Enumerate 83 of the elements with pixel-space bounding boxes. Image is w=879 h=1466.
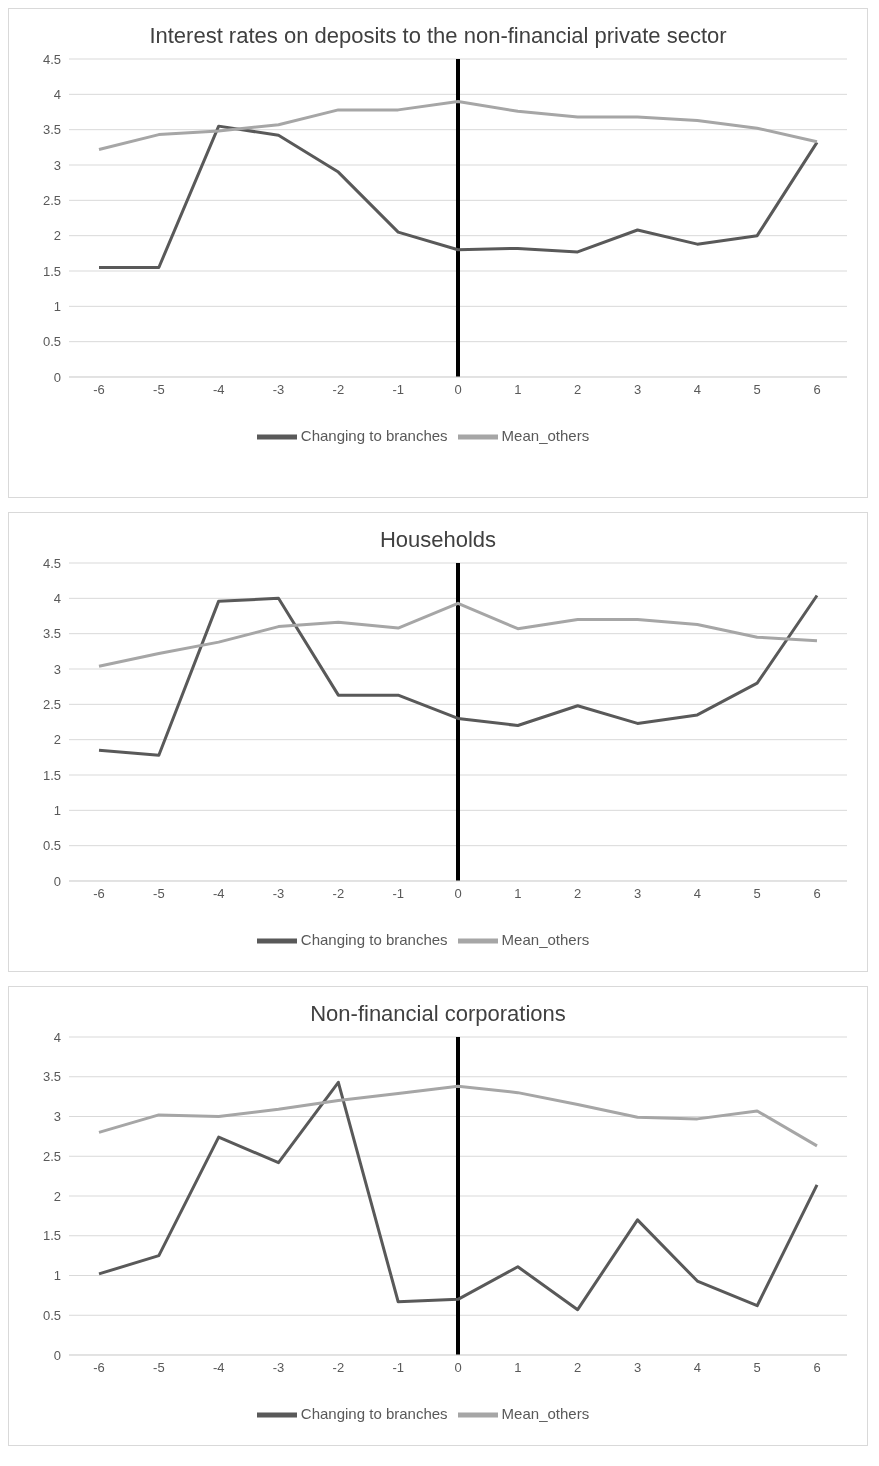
- y-tick-label: 3: [53, 661, 61, 677]
- x-tick-label: -6: [93, 1360, 105, 1376]
- legend-label: Mean_others: [501, 426, 590, 444]
- x-tick-label: 6: [813, 886, 821, 902]
- y-tick-label: 0: [53, 1347, 61, 1363]
- x-tick-label: -6: [93, 886, 105, 902]
- x-tick-label: -4: [212, 886, 225, 902]
- x-tick-label: 4: [693, 382, 701, 398]
- x-tick-label: -5: [153, 382, 165, 398]
- x-tick-label: 6: [813, 382, 821, 398]
- y-tick-label: 0: [53, 873, 61, 889]
- y-tick-label: 2.5: [42, 192, 61, 208]
- y-tick-label: 0.5: [42, 334, 61, 350]
- x-tick-label: -5: [153, 1360, 165, 1376]
- x-tick-label: 0: [454, 886, 462, 902]
- y-tick-label: 3: [53, 157, 61, 173]
- chart-title: Interest rates on deposits to the non-financial private sector: [148, 22, 728, 50]
- x-tick-label: 2: [574, 1360, 582, 1376]
- x-tick-label: -3: [272, 1360, 285, 1376]
- x-tick-label: 5: [753, 382, 761, 398]
- x-tick-label: 0: [454, 382, 462, 398]
- line-series: [97, 124, 819, 269]
- x-tick-label: -2: [332, 1360, 345, 1376]
- x-tick-label: -1: [392, 382, 404, 398]
- x-tick-label: -1: [392, 1360, 404, 1376]
- x-tick-label: 5: [753, 1360, 761, 1376]
- x-tick-label: -1: [392, 886, 404, 902]
- x-tick-label: 6: [813, 1360, 821, 1376]
- y-tick-label: 1.5: [42, 1228, 61, 1244]
- x-tick-label: -6: [93, 382, 105, 398]
- y-tick-label: 2.5: [42, 1148, 61, 1164]
- x-tick-label: 2: [574, 382, 582, 398]
- x-tick-label: 3: [633, 382, 642, 398]
- y-tick-label: 3: [53, 1109, 61, 1125]
- y-tick-label: 0.5: [42, 838, 61, 854]
- legend-label: Mean_others: [501, 930, 590, 948]
- y-tick-label: 2: [53, 228, 61, 244]
- y-tick-label: 1.5: [42, 263, 61, 279]
- y-tick-label: 1: [53, 298, 61, 314]
- y-tick-label: 1: [53, 1268, 61, 1284]
- x-tick-label: 1: [514, 886, 522, 902]
- line-series: [97, 594, 819, 757]
- y-tick-label: 3.5: [42, 626, 61, 642]
- x-tick-label: 3: [633, 1360, 642, 1376]
- line-series: [97, 1084, 819, 1148]
- line-series: [97, 1080, 819, 1312]
- legend-label: Changing to branches: [300, 1404, 448, 1422]
- legend-label: Changing to branches: [300, 930, 448, 948]
- y-tick-label: 0: [53, 369, 61, 385]
- y-tick-label: 0.5: [42, 1307, 61, 1323]
- y-tick-label: 4: [53, 1029, 61, 1045]
- y-tick-label: 3.5: [42, 1069, 61, 1085]
- x-tick-label: 2: [574, 886, 582, 902]
- y-tick-label: 2.5: [42, 696, 61, 712]
- legend-label: Mean_others: [501, 1404, 590, 1422]
- y-tick-label: 4: [53, 590, 61, 606]
- chart-title: Non-financial corporations: [309, 1000, 567, 1028]
- x-tick-label: 5: [753, 886, 761, 902]
- y-tick-label: 4.5: [42, 51, 61, 67]
- line-series: [97, 99, 819, 151]
- line-series: [97, 601, 819, 668]
- x-tick-label: 3: [633, 886, 642, 902]
- x-tick-label: -4: [212, 1360, 225, 1376]
- chart-title: Households: [378, 526, 498, 554]
- legend-label: Changing to branches: [300, 426, 448, 444]
- x-tick-label: 4: [693, 1360, 701, 1376]
- y-tick-label: 4.5: [42, 555, 61, 571]
- y-tick-label: 2: [53, 732, 61, 748]
- x-tick-label: 1: [514, 1360, 522, 1376]
- y-tick-label: 3.5: [42, 122, 61, 138]
- x-tick-label: 4: [693, 886, 701, 902]
- x-tick-label: -3: [272, 382, 285, 398]
- x-tick-label: -3: [272, 886, 285, 902]
- x-tick-label: -5: [153, 886, 165, 902]
- y-tick-label: 1.5: [42, 767, 61, 783]
- x-tick-label: -4: [212, 382, 225, 398]
- x-tick-label: 0: [454, 1360, 462, 1376]
- x-tick-label: -2: [332, 886, 345, 902]
- x-tick-label: -2: [332, 382, 345, 398]
- y-tick-label: 1: [53, 802, 61, 818]
- y-tick-label: 2: [53, 1188, 61, 1204]
- y-tick-label: 4: [53, 86, 61, 102]
- x-tick-label: 1: [514, 382, 522, 398]
